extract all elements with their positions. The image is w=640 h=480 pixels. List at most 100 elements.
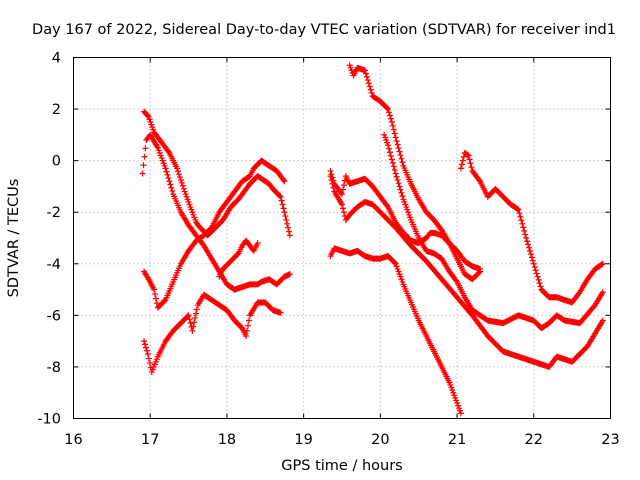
data-point	[387, 152, 394, 159]
y-tick-label: -6	[47, 308, 61, 324]
axis-ticks	[73, 57, 611, 419]
data-point	[282, 213, 289, 220]
data-point	[280, 205, 287, 212]
data-point	[327, 173, 334, 180]
data-point	[385, 106, 392, 113]
data-point	[520, 224, 527, 231]
data-point	[281, 209, 288, 216]
data-point	[392, 134, 399, 141]
x-tick-label: 19	[294, 432, 312, 448]
data-point	[389, 159, 396, 166]
data-point	[327, 167, 334, 174]
data-point	[386, 112, 393, 119]
data-point	[362, 67, 369, 74]
data-point	[397, 186, 404, 193]
x-tick-label: 22	[525, 432, 543, 448]
data-point	[399, 159, 406, 166]
x-axis-label: GPS time / hours	[281, 458, 402, 474]
data-point	[519, 220, 526, 227]
data-point	[598, 261, 605, 268]
data-point	[340, 182, 347, 189]
data-point	[141, 338, 148, 345]
data-point	[536, 280, 543, 287]
data-point	[340, 209, 347, 216]
data-point	[165, 148, 172, 155]
y-tick-label: -8	[47, 360, 61, 376]
data-point	[175, 171, 182, 178]
data-point	[278, 197, 285, 204]
series-arc-C	[141, 157, 288, 311]
data-point	[329, 180, 336, 187]
data-point	[457, 410, 464, 417]
data-point	[277, 309, 284, 316]
data-point	[386, 149, 393, 156]
data-point	[535, 276, 542, 283]
data-point	[468, 164, 475, 171]
data-point	[365, 80, 372, 87]
data-point	[328, 176, 335, 183]
data-point	[530, 260, 537, 267]
data-point	[385, 109, 392, 116]
data-point	[390, 163, 397, 170]
data-point	[599, 260, 606, 267]
data-point	[522, 231, 529, 238]
data-point	[531, 264, 538, 271]
data-point	[180, 185, 187, 192]
y-axis-label: SDTVAR / TECUs	[6, 179, 22, 298]
data-point	[152, 291, 159, 298]
data-point	[384, 202, 391, 209]
series-arc-F	[346, 62, 484, 272]
data-point	[286, 271, 293, 278]
data-point	[141, 153, 148, 160]
data-point	[162, 165, 169, 172]
data-point	[529, 257, 536, 264]
data-point	[191, 319, 198, 326]
data-point	[179, 182, 186, 189]
x-tick-label: 16	[64, 432, 82, 448]
series-arc-J	[381, 131, 606, 332]
data-point	[169, 187, 176, 194]
data-point	[523, 235, 530, 241]
data-point	[465, 152, 472, 159]
x-tick-label: 21	[448, 432, 466, 448]
data-point	[394, 176, 401, 183]
series-arc-D	[141, 291, 284, 376]
plot-frame	[73, 57, 611, 419]
data-point	[284, 220, 291, 227]
data-point	[466, 156, 473, 163]
data-point	[189, 327, 196, 334]
data-point	[599, 289, 606, 296]
data-point	[476, 176, 483, 183]
data-point	[527, 251, 534, 258]
data-point	[398, 189, 405, 196]
data-point	[167, 181, 174, 188]
data-point	[453, 277, 460, 284]
data-point	[367, 86, 374, 93]
data-point	[526, 247, 533, 254]
data-point	[385, 145, 392, 152]
x-tick-label: 20	[371, 432, 389, 448]
data-point	[165, 175, 172, 182]
data-point	[363, 73, 370, 80]
data-point	[339, 186, 346, 193]
y-tick-labels: -10 -8 -6 -4 -2 0 2 4	[37, 51, 61, 428]
series-arc-B	[139, 131, 293, 293]
data-point	[185, 312, 192, 319]
data-point	[534, 273, 541, 280]
data-point	[397, 152, 404, 159]
x-tick-labels: 16 17 18 19 20 21 22 23	[64, 432, 619, 448]
data-point	[368, 89, 375, 96]
data-point	[178, 179, 185, 186]
data-point	[140, 162, 147, 169]
data-point	[528, 254, 535, 261]
data-point	[477, 268, 484, 275]
data-point	[163, 168, 170, 175]
data-points	[139, 62, 606, 417]
data-point	[161, 297, 168, 304]
x-tick-label: 17	[141, 432, 159, 448]
data-point	[142, 341, 149, 348]
data-point	[144, 351, 151, 358]
data-point	[338, 189, 345, 196]
data-point	[514, 205, 521, 212]
data-point	[281, 178, 288, 185]
